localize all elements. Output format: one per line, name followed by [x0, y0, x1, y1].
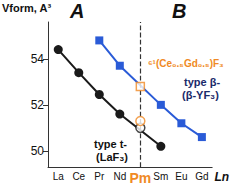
svg-text:Pm: Pm — [129, 170, 151, 186]
svg-text:⁶¹(Ce₀.₅Gd₀.₅)F₃: ⁶¹(Ce₀.₅Gd₀.₅)F₃ — [148, 58, 224, 69]
svg-text:50: 50 — [31, 144, 45, 158]
svg-text:Pr: Pr — [94, 171, 105, 182]
svg-text:B: B — [172, 0, 186, 22]
svg-text:(β-YF₃): (β-YF₃) — [182, 89, 219, 101]
svg-text:(LaF₃): (LaF₃) — [96, 151, 128, 163]
svg-text:type t-: type t- — [94, 138, 127, 150]
svg-text:La: La — [53, 171, 65, 182]
svg-text:Eu: Eu — [175, 171, 187, 182]
svg-text:Ln: Ln — [214, 170, 229, 184]
svg-text:Ce: Ce — [72, 171, 85, 182]
svg-text:54: 54 — [31, 52, 45, 66]
svg-text:A: A — [69, 0, 84, 22]
svg-text:Gd: Gd — [195, 171, 208, 182]
svg-text:Nd: Nd — [113, 171, 126, 182]
svg-text:52: 52 — [31, 98, 45, 112]
svg-text:type β-: type β- — [184, 76, 220, 88]
svg-text:Sm: Sm — [153, 171, 168, 182]
svg-text:Vform, A³: Vform, A³ — [2, 2, 51, 14]
